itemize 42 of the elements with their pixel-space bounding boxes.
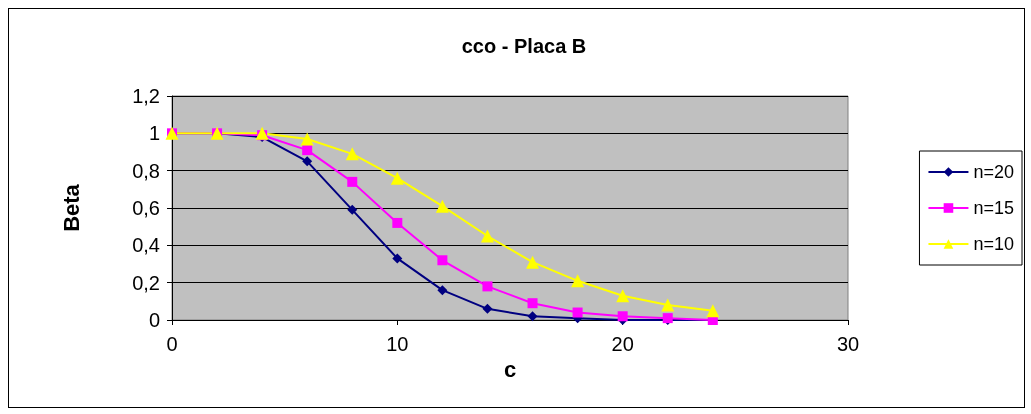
point — [390, 171, 404, 185]
point — [526, 255, 540, 269]
point — [527, 298, 538, 309]
x-tick-label: 10 — [386, 333, 409, 355]
point — [345, 147, 359, 161]
point — [527, 311, 538, 322]
point — [482, 281, 493, 292]
point — [571, 274, 585, 288]
y-tick-label: 1,2 — [132, 85, 160, 107]
point — [616, 289, 630, 303]
point — [572, 307, 583, 318]
point — [435, 199, 449, 213]
point — [480, 229, 494, 243]
y-tick-label: 0,6 — [132, 197, 160, 219]
point — [482, 303, 493, 314]
y-tick-label: 0,4 — [132, 234, 160, 257]
point — [706, 304, 720, 318]
chart-title: cco - Placa B — [461, 35, 587, 57]
point — [302, 145, 313, 156]
x-tick-label: 0 — [166, 333, 178, 355]
point — [661, 298, 675, 312]
legend-label: n=10 — [973, 234, 1014, 254]
point — [302, 156, 313, 167]
point — [300, 132, 314, 146]
legend-label: n=20 — [973, 162, 1014, 182]
x-tick-label: 20 — [611, 333, 634, 355]
point — [392, 217, 403, 228]
x-tick-label: 30 — [836, 333, 860, 355]
y-tick-label: 0 — [148, 309, 160, 331]
y-tick-label: 1 — [148, 122, 160, 145]
y-axis-title: Beta — [58, 183, 84, 232]
point — [437, 285, 448, 296]
point — [255, 126, 269, 140]
x-axis-title: c — [503, 357, 517, 383]
y-tick-label: 0,8 — [132, 159, 160, 182]
y-tick-label: 0,2 — [132, 271, 160, 294]
point — [617, 311, 628, 322]
point — [437, 255, 448, 266]
point — [347, 204, 358, 215]
legend-label: n=15 — [973, 198, 1014, 218]
point — [392, 253, 403, 264]
point — [347, 176, 358, 187]
